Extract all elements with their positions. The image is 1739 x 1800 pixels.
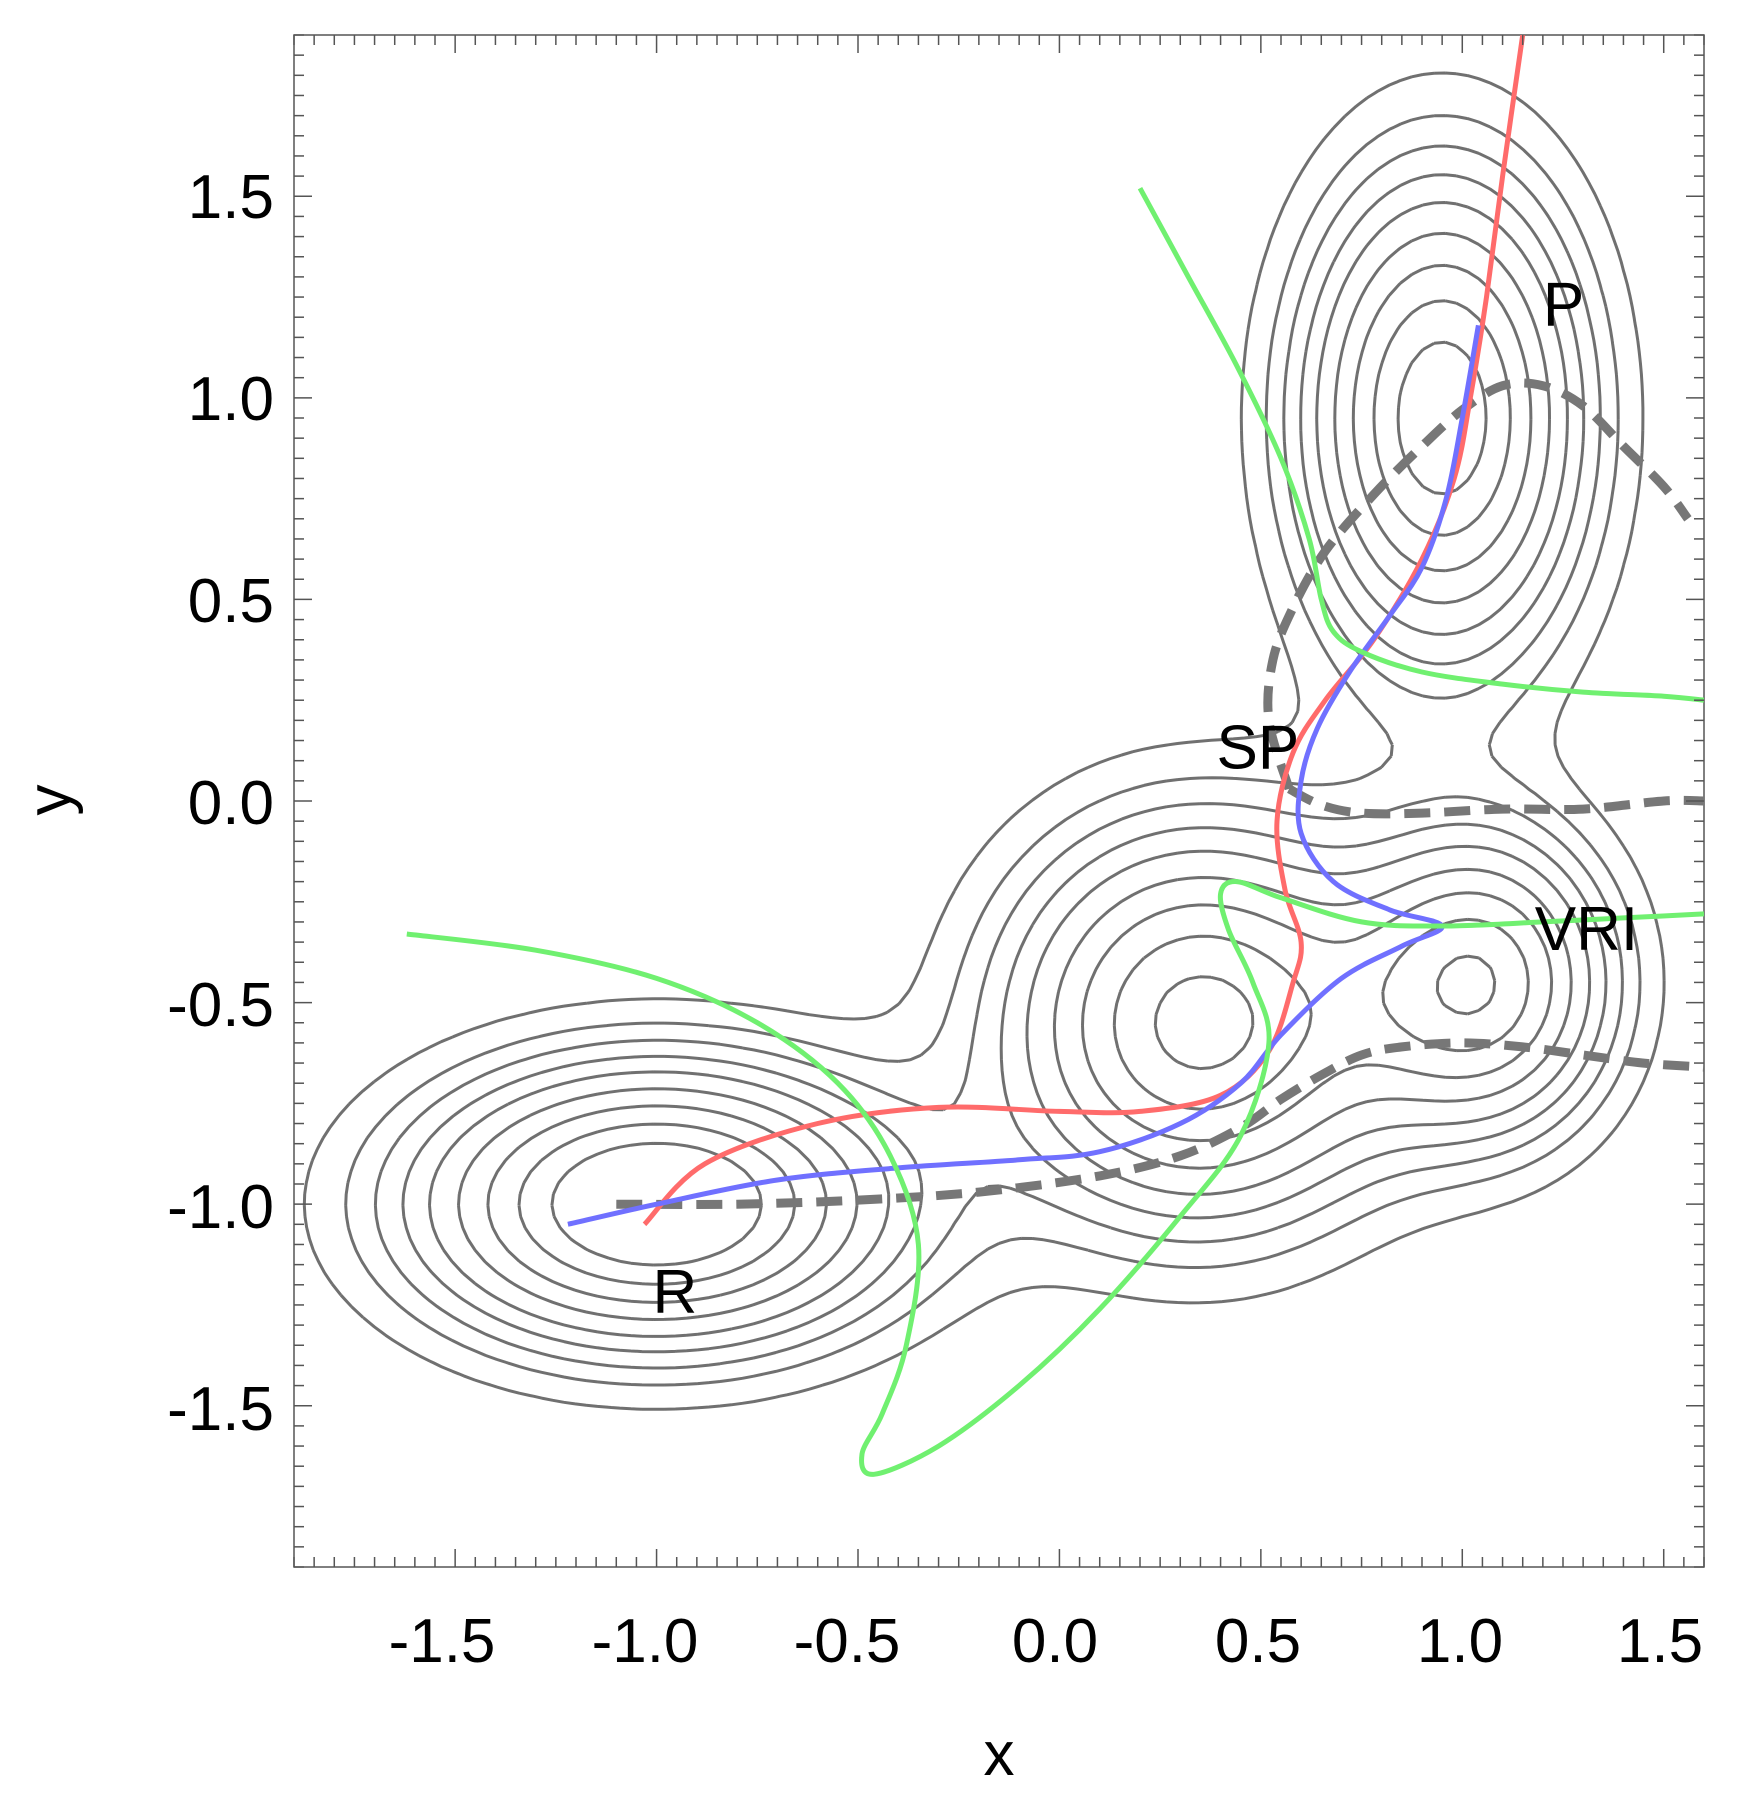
red-path-line — [642, 35, 1526, 1227]
x-tick-label: 1.0 — [1417, 1607, 1503, 1676]
x-tick-label: -1.5 — [389, 1607, 496, 1676]
contour-level — [344, 114, 1642, 1387]
y-tick-label: 0.5 — [188, 567, 274, 636]
y-axis-title: y — [15, 785, 84, 816]
dashed-curves — [616, 378, 1704, 1209]
contour-level — [302, 71, 1666, 1411]
contour-level — [457, 231, 1573, 1321]
contour-level — [550, 340, 1497, 1267]
dashed-lower-line — [616, 1038, 1704, 1209]
contour-lines — [302, 71, 1666, 1411]
y-tick-label: 1.5 — [188, 163, 274, 232]
x-tick-label: -1.0 — [592, 1607, 699, 1676]
x-tick-label: 0.0 — [1012, 1607, 1098, 1676]
blue-path-line — [567, 324, 1481, 1227]
y-tick-label: 1.0 — [188, 365, 274, 434]
axis-ticks — [293, 34, 1705, 1568]
y-tick-labels: 1.5 1.0 0.5 0.0 -0.5 -1.0 -1.5 — [167, 163, 274, 1444]
y-tick-label: 0.0 — [188, 769, 274, 838]
x-tick-label: 1.5 — [1617, 1607, 1703, 1676]
contour-level — [517, 299, 1530, 1286]
dashed-middle-line — [1286, 784, 1704, 819]
green-right-line — [1137, 186, 1704, 703]
point-label-sp: SP — [1217, 714, 1300, 783]
point-labels: P SP VRI R — [653, 270, 1639, 1327]
dashed-upper-line — [1263, 378, 1692, 791]
point-label-r: R — [653, 1258, 698, 1327]
contour-level — [428, 201, 1592, 1338]
point-label-vri: VRI — [1535, 895, 1638, 964]
x-tick-label: 0.5 — [1215, 1607, 1301, 1676]
y-tick-label: -1.0 — [167, 1173, 274, 1242]
x-tick-label: -0.5 — [794, 1607, 901, 1676]
contour-level — [486, 263, 1554, 1304]
x-tick-labels: -1.5 -1.0 -0.5 0.0 0.5 1.0 1.5 — [389, 1607, 1704, 1676]
point-label-p: P — [1543, 270, 1584, 339]
plot-frame — [293, 34, 1705, 1568]
path-curves — [406, 35, 1704, 1477]
y-tick-label: -0.5 — [167, 971, 274, 1040]
y-tick-label: -1.5 — [167, 1375, 274, 1444]
x-axis-title: x — [984, 1720, 1015, 1789]
contour-level — [373, 144, 1624, 1370]
contour-level — [401, 173, 1608, 1354]
green-left-line — [406, 879, 1704, 1477]
